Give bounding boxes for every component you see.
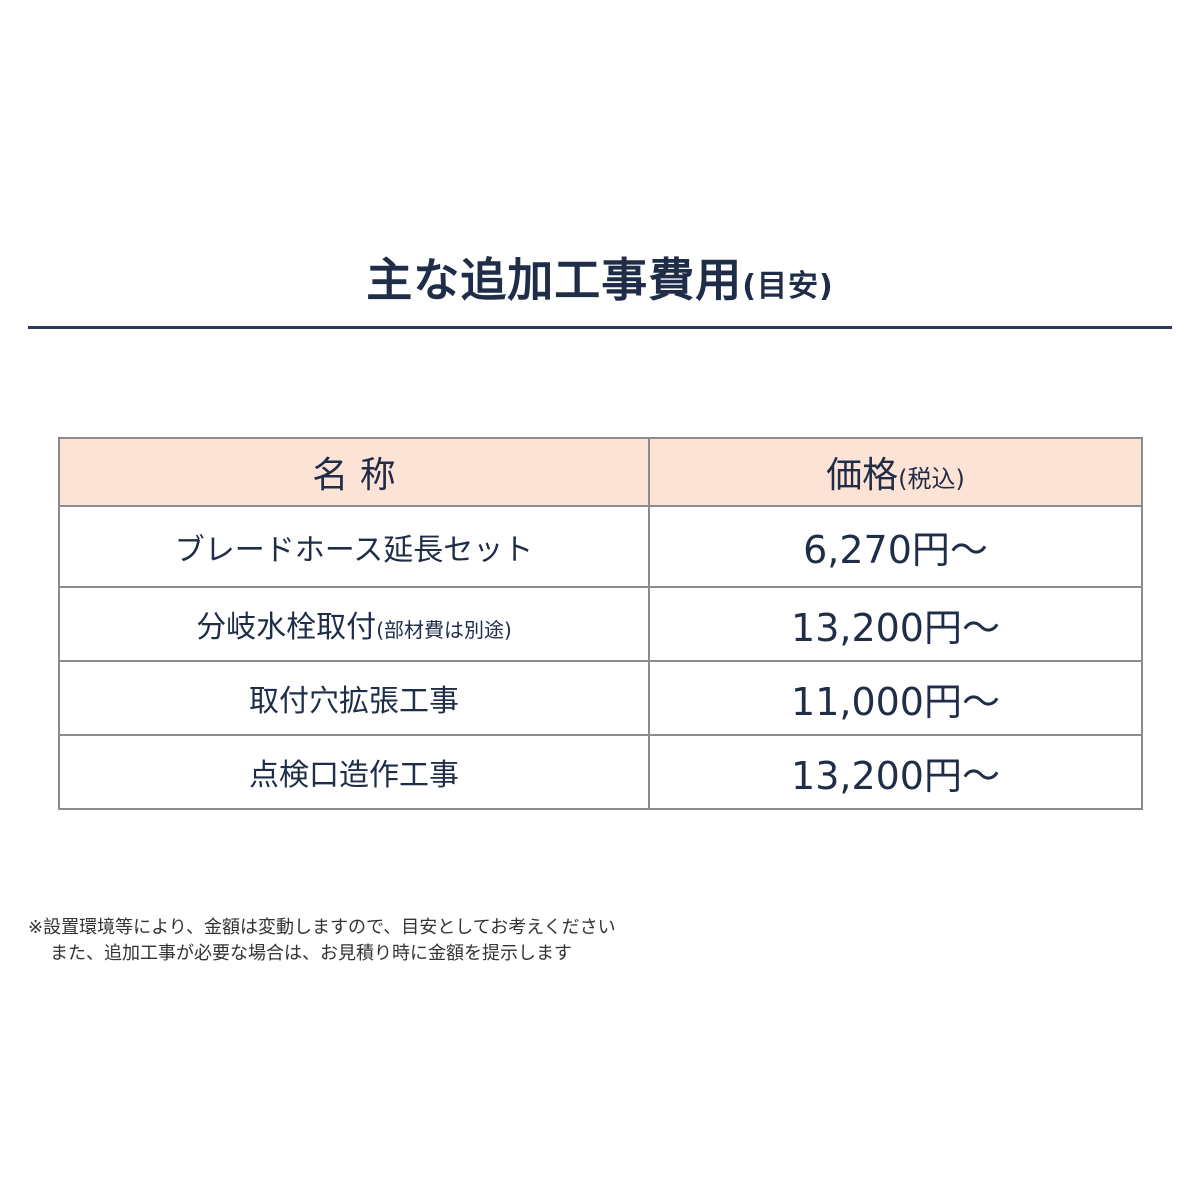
table-row: 取付穴拡張工事 11,000円〜 <box>58 660 1143 736</box>
row-name: 分岐水栓取付(部材費は別途) <box>58 586 650 662</box>
row-name-text: ブレードホース延長セット <box>174 532 534 568</box>
row-name: 点検口造作工事 <box>58 734 650 810</box>
row-name-text: 分岐水栓取付 <box>196 610 377 645</box>
row-price: 6,270円〜 <box>648 505 1143 588</box>
row-name: ブレードホース延長セット <box>58 505 650 588</box>
footnote-line: ※設置環境等により、金額は変動しますので、目安としてお考えください <box>28 917 616 938</box>
table-header: 名 称 価格(税込) <box>58 437 1143 507</box>
row-name-text: 点検口造作工事 <box>249 758 459 793</box>
table-row: 点検口造作工事 13,200円〜 <box>58 734 1143 810</box>
row-price: 13,200円〜 <box>648 734 1143 810</box>
footnote: ※設置環境等により、金額は変動しますので、目安としてお考えください また、追加工… <box>28 915 616 967</box>
title-main: 主な追加工事費用 <box>366 253 743 307</box>
header-price: 価格(税込) <box>648 437 1143 507</box>
price-table: 名 称 価格(税込) ブレードホース延長セット 6,270円〜 分岐水栓取付(部… <box>58 437 1143 810</box>
page-title: 主な追加工事費用(目安) <box>0 244 1200 310</box>
row-name-note: (部材費は別途) <box>376 618 512 642</box>
header-name: 名 称 <box>58 437 650 507</box>
title-sub: (目安) <box>742 269 834 304</box>
table-row: 分岐水栓取付(部材費は別途) 13,200円〜 <box>58 586 1143 662</box>
row-price: 13,200円〜 <box>648 586 1143 662</box>
row-name: 取付穴拡張工事 <box>58 660 650 736</box>
title-divider <box>28 326 1172 329</box>
row-name-text: 取付穴拡張工事 <box>249 684 459 719</box>
footnote-line: また、追加工事が必要な場合は、お見積り時に金額を提示します <box>50 943 572 964</box>
row-price: 11,000円〜 <box>648 660 1143 736</box>
header-price-note: (税込) <box>898 465 965 493</box>
header-price-label: 価格 <box>826 455 899 496</box>
table-row: ブレードホース延長セット 6,270円〜 <box>58 505 1143 588</box>
